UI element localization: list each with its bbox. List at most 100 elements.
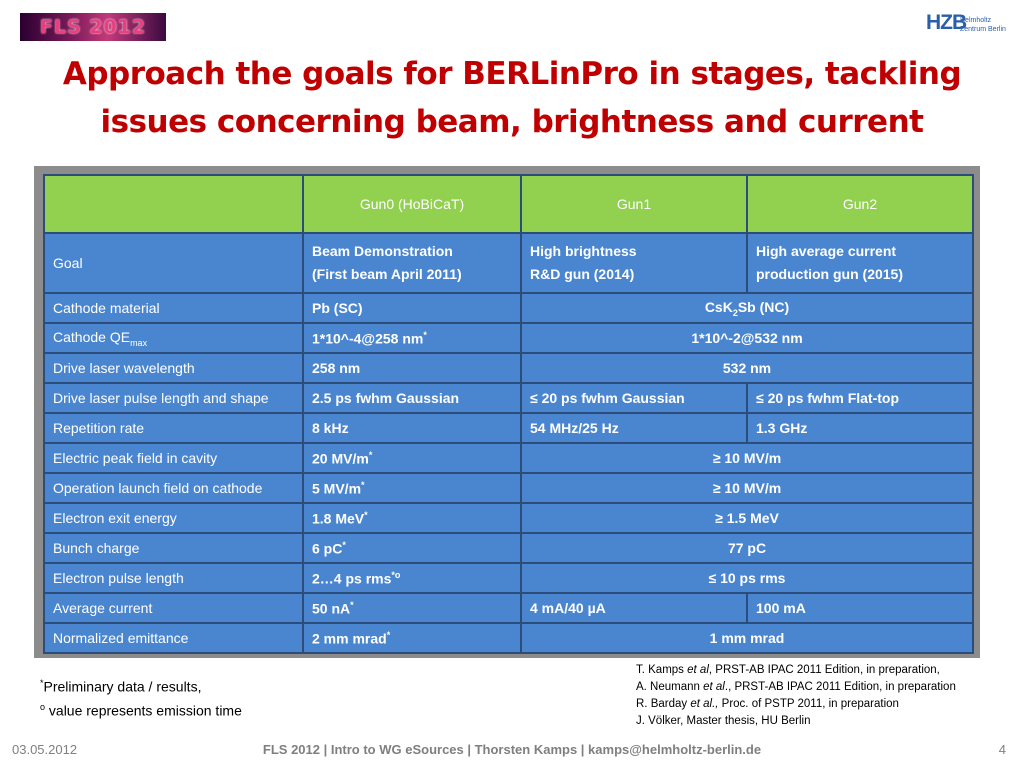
cell-gun0: 2.5 ps fwhm Gaussian [302, 382, 522, 414]
footnote-text: value represents emission time [45, 702, 242, 719]
row-label: Drive laser pulse length and shape [43, 382, 304, 414]
row-label: Cathode material [43, 292, 304, 324]
cell-line: R&D gun (2014) [530, 266, 635, 282]
header-gun2: Gun2 [746, 174, 974, 234]
cell-text: 50 nA [312, 600, 351, 617]
cell-text: 2 mm mrad [312, 630, 387, 647]
row-label: Electron exit energy [43, 502, 304, 534]
cell-footnote-mark: *o [391, 569, 401, 580]
cell-gun0: 258 nm [302, 352, 522, 384]
ref-italic: et al., [690, 698, 719, 710]
footnote-preliminary: *Preliminary data / results, [40, 673, 242, 697]
table-row: Electron pulse length 2…4 ps rms*o ≤ 10 … [43, 562, 974, 594]
cell-gun12: CsK2Sb (NC) [520, 292, 974, 324]
table-row: Normalized emittance 2 mm mrad* 1 mm mra… [43, 622, 974, 654]
cell-line: (First beam April 2011) [312, 266, 462, 282]
slide-title: Approach the goals for BERLinPro in stag… [0, 50, 1024, 146]
cell-text: 20 MV/m [312, 450, 369, 467]
cell-line: High brightness [530, 243, 637, 259]
cell-gun2: ≤ 20 ps fwhm Flat-top [746, 382, 974, 414]
row-label: Electron pulse length [43, 562, 304, 594]
header-gun0: Gun0 (HoBiCaT) [302, 174, 522, 234]
cell-gun0: Pb (SC) [302, 292, 522, 324]
cell-gun12: ≤ 10 ps rms [520, 562, 974, 594]
cell-text: Sb (NC) [737, 298, 790, 315]
table-row: Drive laser pulse length and shape 2.5 p… [43, 382, 974, 414]
cell-footnote-mark: * [364, 509, 368, 520]
cell-footnote-mark: * [350, 599, 354, 610]
row-label-text: Cathode QE [53, 328, 131, 345]
hzb-logo: HZB Helmholtz Zentrum Berlin [926, 11, 1006, 39]
cell-text: 1.8 MeV [312, 510, 365, 527]
table-row-cathode-qe: Cathode QEmax 1*10^-4@258 nm* 1*10^-2@53… [43, 322, 974, 354]
footer-center: FLS 2012 | Intro to WG eSources | Thorst… [262, 742, 762, 757]
cell-gun1: High brightness R&D gun (2014) [520, 232, 748, 294]
table-row: Bunch charge 6 pC* 77 pC [43, 532, 974, 564]
hzb-logo-sub1: Helmholtz [960, 17, 992, 24]
cell-gun12: 1*10^-2@532 nm [520, 322, 974, 354]
table-header-row: Gun0 (HoBiCaT) Gun1 Gun2 [43, 174, 974, 234]
hzb-logo-sub2: Zentrum Berlin [960, 26, 1006, 33]
page-number: 4 [998, 742, 1006, 757]
ref-text: A. Neumann [636, 681, 704, 693]
ref-italic: et al [687, 664, 709, 676]
cell-gun2: 100 mA [746, 592, 974, 624]
cell-line: Beam Demonstration [312, 243, 453, 259]
cell-gun2: High average current production gun (201… [746, 232, 974, 294]
cell-line: High average current [756, 243, 897, 259]
row-label: Goal [43, 232, 304, 294]
cell-gun1: 4 mA/40 µA [520, 592, 748, 624]
parameter-table: Gun0 (HoBiCaT) Gun1 Gun2 Goal Beam Demon… [43, 174, 974, 654]
cell-text: 2…4 ps rms [312, 570, 392, 587]
table-row-goal: Goal Beam Demonstration (First beam Apri… [43, 232, 974, 294]
reference-item: J. Völker, Master thesis, HU Berlin [636, 715, 811, 727]
table-row: Drive laser wavelength 258 nm 532 nm [43, 352, 974, 384]
cell-gun0: Beam Demonstration (First beam April 201… [302, 232, 522, 294]
cell-gun0: 5 MV/m* [302, 472, 522, 504]
table-row-cathode-material: Cathode material Pb (SC) CsK2Sb (NC) [43, 292, 974, 324]
table-row: Average current 50 nA* 4 mA/40 µA 100 mA [43, 592, 974, 624]
header-gun1: Gun1 [520, 174, 748, 234]
cell-text: CsK [704, 298, 733, 315]
row-label: Operation launch field on cathode [43, 472, 304, 504]
row-label: Drive laser wavelength [43, 352, 304, 384]
reference-item: T. Kamps et al, PRST-AB IPAC 2011 Editio… [636, 662, 956, 679]
cell-footnote-mark: * [386, 629, 391, 640]
cell-gun12: 77 pC [520, 532, 974, 564]
cell-gun12: ≥ 10 MV/m [520, 472, 974, 504]
footnote-text: Preliminary data / results, [43, 678, 202, 695]
cell-gun0: 2…4 ps rms*o [302, 562, 522, 594]
cell-subscript: 2 [732, 307, 738, 318]
cell-footnote-mark: * [423, 329, 427, 340]
table-row: Electric peak field in cavity 20 MV/m* ≥… [43, 442, 974, 474]
table-row: Electron exit energy 1.8 MeV* ≥ 1.5 MeV [43, 502, 974, 534]
cell-footnote-mark: * [342, 539, 346, 550]
row-label: Electric peak field in cavity [43, 442, 304, 474]
row-label: Bunch charge [43, 532, 304, 564]
cell-gun1: ≤ 20 ps fwhm Gaussian [520, 382, 748, 414]
ref-text: T. Kamps [636, 664, 688, 676]
slide-title-line1: Approach the goals for BERLinPro in stag… [62, 56, 962, 92]
slide-title-line2: issues concerning beam, brightness and c… [100, 104, 924, 140]
table-row: Repetition rate 8 kHz 54 MHz/25 Hz 1.3 G… [43, 412, 974, 444]
ref-italic: et al [703, 681, 725, 693]
cell-gun0: 50 nA* [302, 592, 522, 624]
cell-gun12: ≥ 1.5 MeV [520, 502, 974, 534]
footnote-mark: o [40, 701, 46, 712]
reference-item: R. Barday et al., Proc. of PSTP 2011, in… [636, 696, 956, 713]
row-label-subscript: max [130, 337, 148, 348]
references: T. Kamps et al, PRST-AB IPAC 2011 Editio… [636, 662, 956, 730]
cell-gun2: 1.3 GHz [746, 412, 974, 444]
header-empty-cell [43, 174, 304, 234]
ref-text: , PRST-AB IPAC 2011 Edition, in preparat… [708, 664, 940, 676]
cell-gun1: 54 MHz/25 Hz [520, 412, 748, 444]
footnote-emission-time: o value represents emission time [40, 697, 242, 721]
footnotes: *Preliminary data / results, o value rep… [40, 673, 242, 720]
cell-gun12: ≥ 10 MV/m [520, 442, 974, 474]
fls2012-logo-text: FLS 2012 [39, 16, 147, 38]
cell-text: 6 pC [312, 540, 343, 557]
row-label: Cathode QEmax [43, 322, 304, 354]
cell-text: 5 MV/m [312, 480, 362, 497]
cell-gun0: 6 pC* [302, 532, 522, 564]
cell-line: production gun (2015) [756, 266, 903, 282]
